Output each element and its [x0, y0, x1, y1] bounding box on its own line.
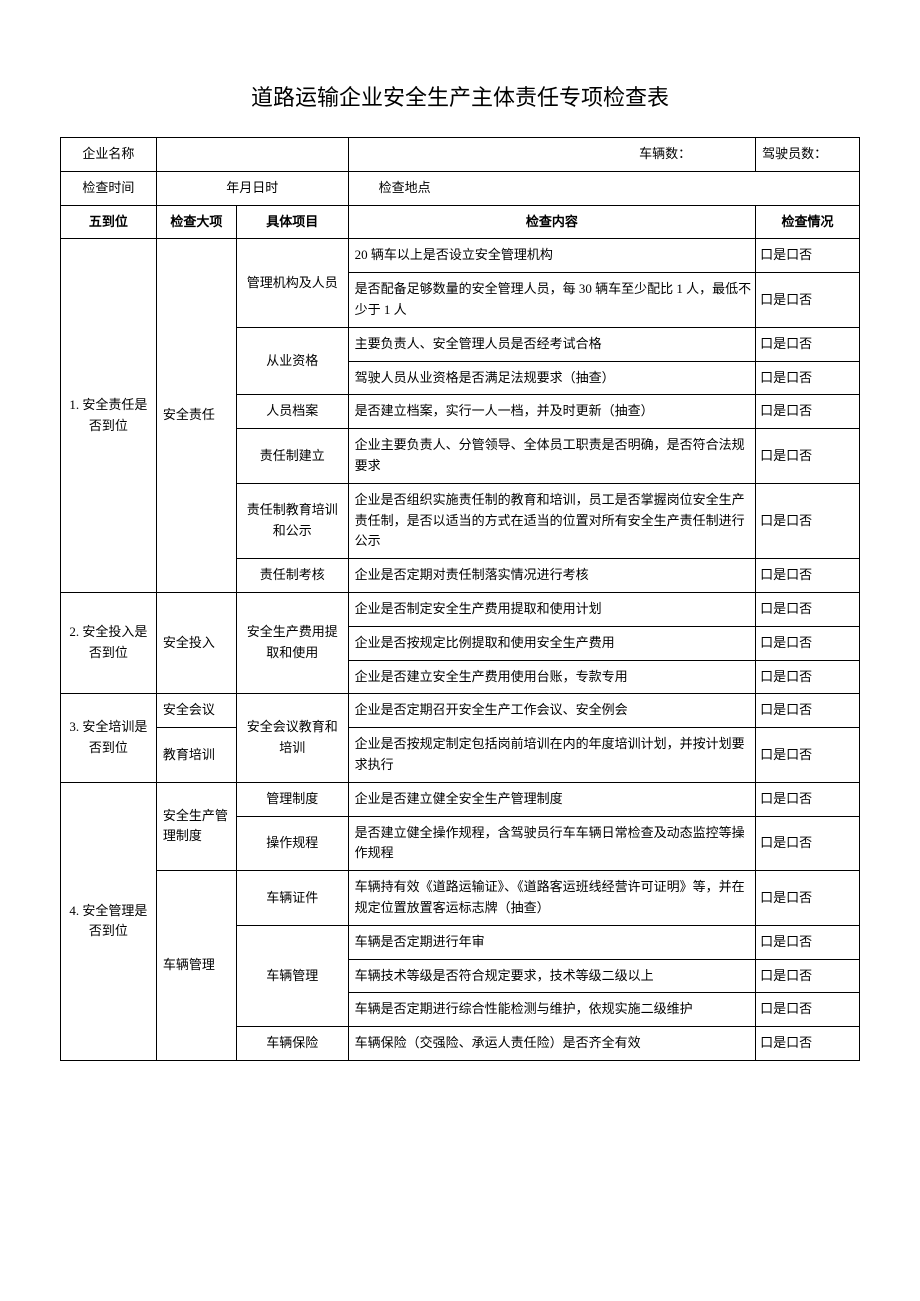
checkbox-cell[interactable]: 口是口否: [756, 871, 860, 926]
content-cell: 企业是否按规定制定包括岗前培训在内的年度培训计划，并按计划要求执行: [348, 728, 756, 783]
project-cell: 责任制教育培训和公示: [236, 483, 348, 558]
content-cell: 是否建立健全操作规程，含驾驶员行车车辆日常检查及动态监控等操作规程: [348, 816, 756, 871]
content-cell: 车辆是否定期进行综合性能检测与维护，依规实施二级维护: [348, 993, 756, 1027]
checkbox-cell[interactable]: 口是口否: [756, 626, 860, 660]
check-time-value[interactable]: 年月日时: [156, 171, 348, 205]
content-cell: 车辆持有效《道路运输证》、《道路客运班线经营许可证明》等，并在规定位置放置客运标…: [348, 871, 756, 926]
content-cell: 企业是否建立健全安全生产管理制度: [348, 782, 756, 816]
table-row: 2. 安全投入是否到位 安全投入 安全生产费用提取和使用 企业是否制定安全生产费…: [61, 592, 860, 626]
checkbox-cell[interactable]: 口是口否: [756, 1027, 860, 1061]
checkbox-cell[interactable]: 口是口否: [756, 660, 860, 694]
table-row: 3. 安全培训是否到位 安全会议 安全会议教育和培训 企业是否定期召开安全生产工…: [61, 694, 860, 728]
content-cell: 车辆技术等级是否符合规定要求，技术等级二级以上: [348, 959, 756, 993]
page-title: 道路运输企业安全生产主体责任专项检查表: [60, 80, 860, 112]
major-3a: 安全会议: [156, 694, 236, 728]
column-header-row: 五到位 检查大项 具体项目 检查内容 检查情况: [61, 205, 860, 239]
content-cell: 企业是否按规定比例提取和使用安全生产费用: [348, 626, 756, 660]
project-cell: 车辆保险: [236, 1027, 348, 1061]
checkbox-cell[interactable]: 口是口否: [756, 483, 860, 558]
driver-count-label: 驾驶员数：: [756, 138, 860, 172]
col-header-1: 五到位: [61, 205, 157, 239]
group-4: 4. 安全管理是否到位: [61, 782, 157, 1060]
content-cell: 车辆保险（交强险、承运人责任险）是否齐全有效: [348, 1027, 756, 1061]
content-cell: 企业是否组织实施责任制的教育和培训，员工是否掌握岗位安全生产责任制，是否以适当的…: [348, 483, 756, 558]
col-header-5: 检查情况: [756, 205, 860, 239]
check-time-label: 检查时间: [61, 171, 157, 205]
company-name-value[interactable]: [156, 138, 348, 172]
checkbox-cell[interactable]: 口是口否: [756, 327, 860, 361]
header-row-company: 企业名称 车辆数： 驾驶员数：: [61, 138, 860, 172]
checkbox-cell[interactable]: 口是口否: [756, 816, 860, 871]
checkbox-cell[interactable]: 口是口否: [756, 993, 860, 1027]
checkbox-cell[interactable]: 口是口否: [756, 782, 860, 816]
content-cell: 车辆是否定期进行年审: [348, 925, 756, 959]
table-row: 1. 安全责任是否到位 安全责任 管理机构及人员 20 辆车以上是否设立安全管理…: [61, 239, 860, 273]
project-cell: 从业资格: [236, 327, 348, 395]
check-location-label: 检查地点: [355, 178, 455, 199]
project-cell: 管理制度: [236, 782, 348, 816]
project-cell: 车辆管理: [236, 925, 348, 1026]
col-header-3: 具体项目: [236, 205, 348, 239]
checkbox-cell[interactable]: 口是口否: [756, 592, 860, 626]
checkbox-cell[interactable]: 口是口否: [756, 959, 860, 993]
major-4a: 安全生产管理制度: [156, 782, 236, 870]
inspection-table: 企业名称 车辆数： 驾驶员数： 检查时间 年月日时 检查地点 五到位 检查大项 …: [60, 137, 860, 1061]
content-cell: 企业是否制定安全生产费用提取和使用计划: [348, 592, 756, 626]
checkbox-cell[interactable]: 口是口否: [756, 559, 860, 593]
checkbox-cell[interactable]: 口是口否: [756, 395, 860, 429]
major-4b: 车辆管理: [156, 871, 236, 1061]
content-cell: 驾驶人员从业资格是否满足法规要求（抽查）: [348, 361, 756, 395]
content-cell: 主要负责人、安全管理人员是否经考试合格: [348, 327, 756, 361]
content-cell: 企业主要负责人、分管领导、全体员工职责是否明确，是否符合法规要求: [348, 429, 756, 484]
table-row: 教育培训 企业是否按规定制定包括岗前培训在内的年度培训计划，并按计划要求执行 口…: [61, 728, 860, 783]
checkbox-cell[interactable]: 口是口否: [756, 361, 860, 395]
major-2: 安全投入: [156, 592, 236, 693]
col-header-2: 检查大项: [156, 205, 236, 239]
checkbox-cell[interactable]: 口是口否: [756, 239, 860, 273]
content-cell: 是否建立档案，实行一人一档，并及时更新（抽查）: [348, 395, 756, 429]
check-location-cell: 检查地点: [348, 171, 859, 205]
project-cell: 管理机构及人员: [236, 239, 348, 327]
checkbox-cell[interactable]: 口是口否: [756, 694, 860, 728]
table-row: 车辆管理 车辆证件 车辆持有效《道路运输证》、《道路客运班线经营许可证明》等，并…: [61, 871, 860, 926]
checkbox-cell[interactable]: 口是口否: [756, 429, 860, 484]
major-3b: 教育培训: [156, 728, 236, 783]
project-cell: 操作规程: [236, 816, 348, 871]
project-cell: 责任制建立: [236, 429, 348, 484]
content-cell: 20 辆车以上是否设立安全管理机构: [348, 239, 756, 273]
project-cell: 责任制考核: [236, 559, 348, 593]
content-cell: 企业是否定期召开安全生产工作会议、安全例会: [348, 694, 756, 728]
project-cell: 安全会议教育和培训: [236, 694, 348, 782]
col-header-4: 检查内容: [348, 205, 756, 239]
content-cell: 企业是否建立安全生产费用使用台账，专款专用: [348, 660, 756, 694]
group-1: 1. 安全责任是否到位: [61, 239, 157, 593]
content-cell: 企业是否定期对责任制落实情况进行考核: [348, 559, 756, 593]
company-name-label: 企业名称: [61, 138, 157, 172]
project-cell: 安全生产费用提取和使用: [236, 592, 348, 693]
checkbox-cell[interactable]: 口是口否: [756, 273, 860, 328]
project-cell: 人员档案: [236, 395, 348, 429]
group-3: 3. 安全培训是否到位: [61, 694, 157, 782]
header-row-time: 检查时间 年月日时 检查地点: [61, 171, 860, 205]
content-cell: 是否配备足够数量的安全管理人员，每 30 辆车至少配比 1 人，最低不少于 1 …: [348, 273, 756, 328]
checkbox-cell[interactable]: 口是口否: [756, 925, 860, 959]
table-row: 4. 安全管理是否到位 安全生产管理制度 管理制度 企业是否建立健全安全生产管理…: [61, 782, 860, 816]
project-cell: 车辆证件: [236, 871, 348, 926]
major-1: 安全责任: [156, 239, 236, 593]
checkbox-cell[interactable]: 口是口否: [756, 728, 860, 783]
vehicle-count-cell: 车辆数：: [348, 138, 756, 172]
vehicle-count-label: 车辆数：: [639, 144, 751, 165]
group-2: 2. 安全投入是否到位: [61, 592, 157, 693]
